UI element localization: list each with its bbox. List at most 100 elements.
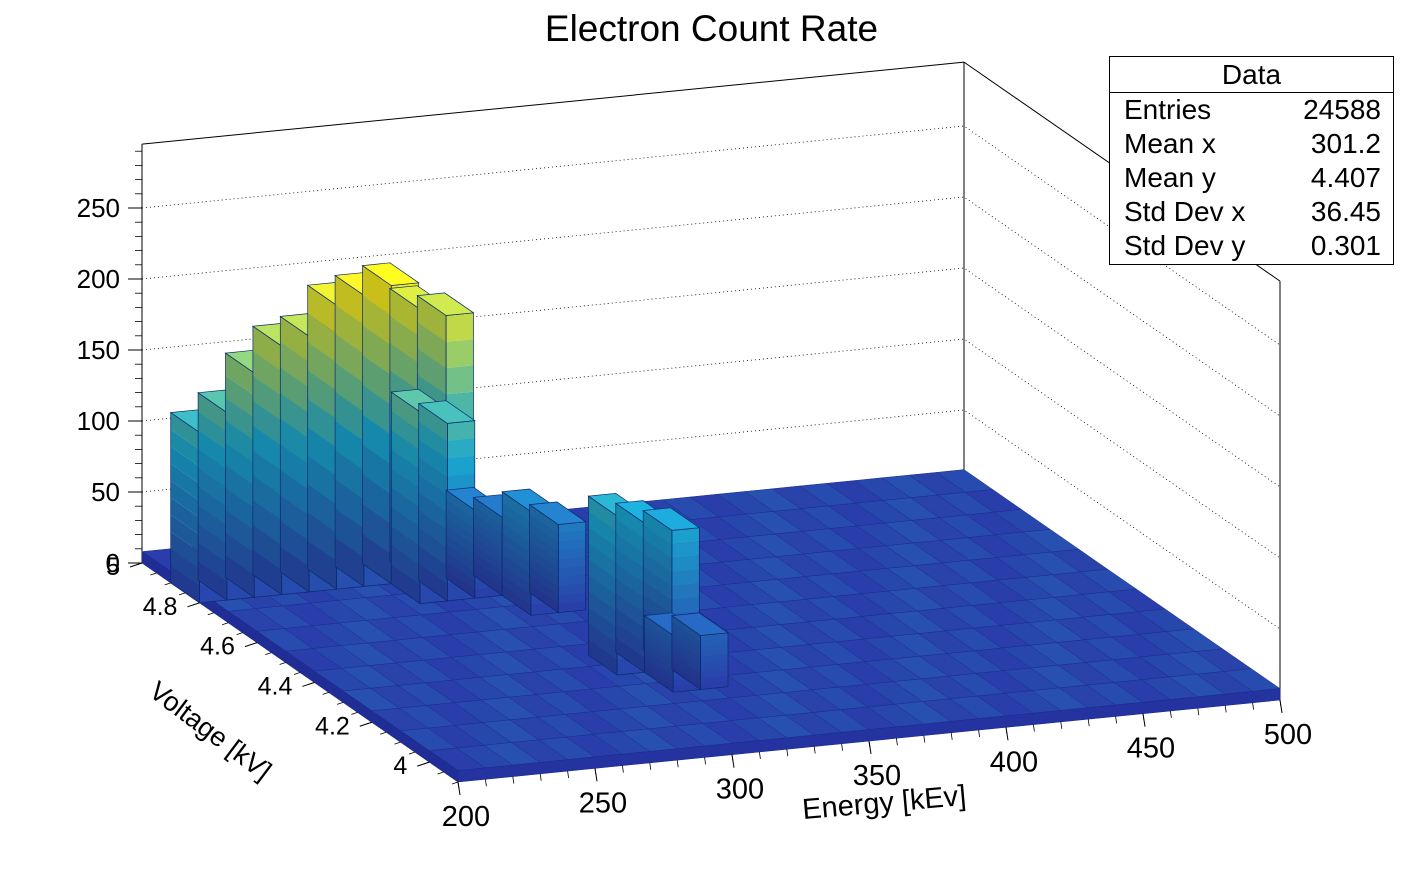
bar-left-face	[198, 505, 227, 544]
z-tick-label: 0	[106, 548, 120, 578]
x-minor-tick	[1060, 721, 1063, 729]
bar-left-face	[643, 538, 672, 573]
x-minor-tick	[759, 751, 761, 759]
stats-header: Data	[1110, 57, 1393, 93]
y-minor-tick	[336, 701, 344, 705]
y-minor-tick	[365, 721, 372, 725]
bar-left-face	[225, 398, 255, 441]
x-minor-tick	[594, 768, 597, 776]
bar-left-face	[588, 607, 618, 644]
x-minor-tick	[950, 732, 953, 740]
bar-left-face	[529, 531, 559, 560]
bar-left-face	[529, 583, 559, 613]
bar-left-face	[391, 564, 420, 604]
bar-left-face	[198, 430, 227, 469]
x-minor-tick	[923, 735, 926, 743]
y-tick-label: 4	[393, 752, 407, 780]
bar-left-face	[588, 559, 618, 596]
bar-left-face	[170, 531, 200, 569]
bar-left-face	[198, 411, 227, 451]
stats-label: Std Dev x	[1124, 196, 1246, 227]
axis-ticks: 0 50 100 150 200 250 200 250 300 350 400 450 500 4 4.2…	[77, 150, 1312, 833]
y-tick-label: 4.2	[315, 712, 350, 740]
x-tick-label: 200	[442, 801, 490, 833]
stats-value: 24588	[1303, 94, 1381, 125]
bar-left-face	[671, 658, 701, 685]
bar-left-face	[335, 333, 364, 383]
bar-left-face	[644, 660, 674, 687]
x-tick-label: 300	[716, 774, 764, 806]
bar-left-face	[644, 666, 674, 693]
x-tick-label: 500	[1264, 719, 1312, 751]
bar-left-face	[671, 637, 701, 663]
bar-left-face	[588, 496, 618, 532]
bar-left-face	[307, 540, 337, 590]
bar-front-face	[671, 569, 700, 587]
bar-left-face	[362, 355, 392, 405]
bar-left-face	[389, 315, 419, 363]
bar-left-face	[446, 551, 475, 581]
bar-front-face	[447, 438, 475, 459]
bar-left-face	[280, 520, 310, 567]
bar-left-face	[362, 325, 392, 375]
bar-left-face	[644, 655, 674, 681]
bar-left-face	[418, 421, 448, 459]
bar-left-face	[198, 467, 227, 507]
bar-left-face	[473, 497, 503, 526]
y-tick-label: 4.4	[258, 672, 293, 700]
y-minor-tick	[408, 751, 416, 755]
bar-left-face	[391, 545, 420, 585]
x-tick-label: 350	[853, 760, 901, 792]
bar-left-face	[588, 575, 618, 612]
bar-left-face	[391, 430, 420, 470]
bar-left-face	[418, 403, 448, 442]
bar-left-face	[502, 533, 531, 564]
bar-left-face	[418, 510, 448, 548]
bar-left-face	[615, 503, 645, 539]
x-minor-tick	[485, 779, 487, 787]
x-minor-tick	[567, 771, 569, 779]
bar-front-face	[700, 665, 728, 674]
z-tick-label: 50	[91, 477, 120, 507]
bar-left-face	[473, 505, 503, 533]
bar-left-face	[588, 512, 618, 548]
bar-left-face	[643, 566, 672, 600]
bar-left-face	[446, 499, 475, 528]
bar-left-face	[502, 564, 531, 595]
bar-left-face	[671, 615, 701, 641]
bar-left-face	[446, 507, 475, 537]
bar-left-face	[391, 468, 420, 508]
bar-left-face	[335, 391, 364, 441]
bar-left-face	[644, 638, 674, 664]
bar-left-face	[335, 537, 364, 587]
bar-left-face	[170, 548, 200, 586]
bar-top-face	[416, 292, 475, 316]
bar-left-face	[252, 326, 282, 371]
y-minor-tick	[394, 741, 401, 745]
bar-left-face	[335, 362, 364, 412]
stats-row: Entries 24588	[1110, 93, 1393, 127]
bar-left-face	[671, 626, 701, 652]
stats-box: Data Entries 24588 Mean x 301.2 Mean y 4…	[1109, 56, 1394, 265]
x-minor-tick	[978, 730, 980, 738]
bar-front-face	[446, 365, 474, 395]
bar-top-face	[417, 400, 476, 424]
bar-left-face	[170, 497, 200, 535]
y-minor-tick	[164, 582, 171, 586]
stats-value: 4.407	[1310, 162, 1381, 193]
x-minor-tick	[649, 762, 652, 770]
stats-row: Std Dev y 0.301	[1110, 229, 1393, 263]
bar-left-face	[671, 621, 701, 647]
bar-front-face	[700, 638, 728, 647]
bar-top-face	[361, 262, 420, 286]
bar-left-face	[671, 664, 701, 690]
y-minor-tick	[293, 672, 301, 675]
bar-left-face	[280, 367, 310, 413]
bar-left-face	[198, 392, 227, 432]
y-minor-tick	[178, 592, 186, 596]
bar-left-face	[280, 418, 310, 465]
bar-left-face	[170, 412, 200, 450]
bar-left-face	[170, 446, 200, 484]
bar-left-face	[502, 574, 531, 605]
bar-left-face	[643, 580, 672, 614]
